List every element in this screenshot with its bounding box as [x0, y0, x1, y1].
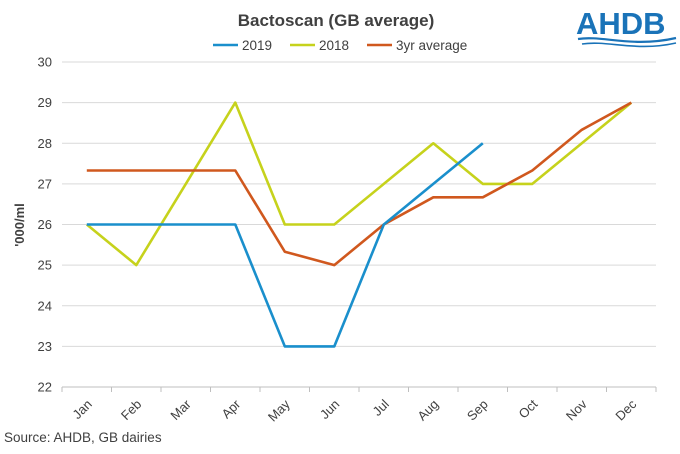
y-tick-label: 30 [38, 55, 52, 70]
y-axis-ticks: 22 23 24 25 26 27 28 29 30 [38, 55, 52, 395]
x-tick-label: Jul [370, 396, 392, 418]
y-tick-label: 29 [38, 95, 52, 110]
legend-label: 3yr average [396, 38, 467, 53]
logo-text: AHDB [576, 6, 666, 41]
x-tick-label: May [265, 396, 293, 424]
x-tick-label: Oct [515, 396, 540, 421]
ahdb-logo: AHDB [576, 6, 677, 48]
y-tick-label: 25 [38, 258, 52, 273]
legend: 2019 2018 3yr average [213, 38, 467, 53]
series-line-2019 [86, 142, 484, 348]
series-line-2018 [85, 101, 633, 267]
y-tick-label: 24 [38, 298, 52, 313]
x-tick-label: Jun [317, 397, 342, 422]
source-note: Source: AHDB, GB dairies [4, 430, 162, 445]
x-tick-label: Aug [414, 397, 441, 424]
x-tick-label: Dec [612, 396, 639, 423]
y-tick-label: 28 [38, 136, 52, 151]
x-axis-ticks: Jan Feb Mar Apr May Jun Jul Aug Sep Oct Nov Dec [69, 396, 639, 424]
legend-label: 2018 [319, 38, 349, 53]
series-lines [85, 101, 633, 348]
x-tick-label: Apr [218, 396, 243, 421]
y-tick-label: 23 [38, 339, 52, 354]
x-tick-label: Nov [563, 396, 590, 423]
y-tick-label: 22 [38, 380, 52, 395]
x-tick-label: Jan [69, 397, 94, 422]
y-tick-label: 26 [38, 217, 52, 232]
legend-label: 2019 [242, 38, 272, 53]
x-axis [61, 386, 657, 392]
x-tick-label: Feb [118, 397, 144, 423]
x-tick-label: Mar [167, 396, 194, 423]
y-axis-label: '000/ml [12, 203, 27, 247]
y-tick-label: 27 [38, 176, 52, 191]
chart-title: Bactoscan (GB average) [238, 11, 435, 30]
x-tick-label: Sep [464, 397, 491, 424]
series-line-3yr-average [86, 101, 632, 267]
